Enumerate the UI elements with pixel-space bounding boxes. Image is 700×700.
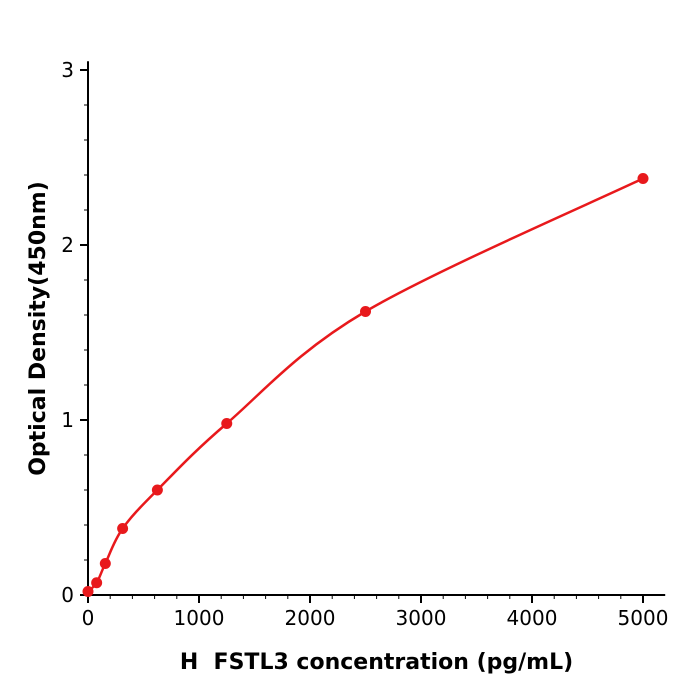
data-point	[221, 418, 233, 429]
x-tick-label: 4000	[507, 606, 558, 630]
data-point	[151, 484, 163, 496]
data-point	[637, 173, 649, 184]
data-point	[82, 586, 94, 597]
data-point	[99, 558, 111, 569]
data-point	[91, 577, 103, 589]
y-tick-label: 1	[61, 408, 74, 432]
x-tick-label: 0	[82, 606, 95, 630]
y-tick-label: 3	[61, 58, 74, 82]
x-tick-label: 1000	[174, 606, 225, 630]
data-point	[360, 306, 371, 317]
y-tick-label: 2	[61, 233, 74, 257]
x-tick-label: 2000	[285, 606, 336, 630]
x-tick-label: 3000	[396, 606, 447, 630]
y-tick-label: 0	[61, 583, 74, 607]
data-point	[117, 523, 129, 534]
fit-curve	[86, 177, 645, 593]
x-tick-label: 5000	[618, 606, 669, 630]
